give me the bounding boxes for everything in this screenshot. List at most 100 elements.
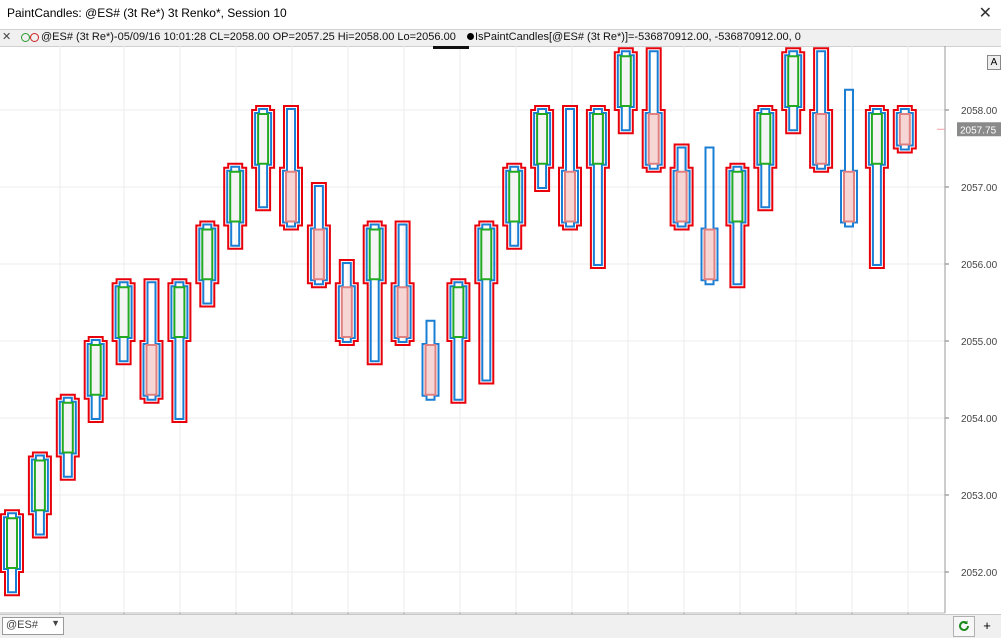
paint-outline-red <box>390 220 415 346</box>
chevron-down-icon: ▼ <box>51 618 60 628</box>
paint-outline-red <box>641 47 666 173</box>
paint-outline-red <box>502 162 527 250</box>
candle-body <box>452 286 465 338</box>
candle-body <box>675 170 688 223</box>
candle-body <box>312 228 325 281</box>
paint-outline-red <box>0 509 24 597</box>
paint-outline-red <box>306 182 331 289</box>
toggle-green-circle-icon[interactable] <box>21 33 30 42</box>
renko-brick <box>641 47 666 173</box>
paint-outline-red <box>279 105 303 231</box>
renko-chart[interactable]: 2052.00 2053.00 2054.00 2055.00 2056.00 2057.… <box>0 46 1001 629</box>
paint-outline-red <box>27 451 52 539</box>
candle-body <box>6 517 18 569</box>
refresh-icon <box>959 620 969 631</box>
bottom-toolbar: @ES# ▼ + <box>0 614 1001 638</box>
renko-brick <box>279 105 303 231</box>
close-window-icon[interactable]: ✕ <box>978 5 992 22</box>
paint-outline-red <box>111 278 136 366</box>
candle-body <box>591 113 604 165</box>
indicator-marker-icon <box>467 33 474 40</box>
paint-outline-red <box>753 105 778 212</box>
close-panel-icon[interactable]: ✕ <box>2 31 12 43</box>
renko-brick <box>334 259 359 346</box>
candle-body <box>815 113 828 165</box>
candle-body <box>368 228 381 281</box>
current-price-label: 2057.75 <box>960 125 997 136</box>
candle-body <box>229 170 242 223</box>
renko-brick <box>111 278 136 366</box>
renko-brick <box>362 220 387 366</box>
y-tick-label: 2056.00 <box>961 260 998 271</box>
current-price-tag <box>957 122 1001 137</box>
paint-outline-red <box>558 105 582 231</box>
renko-brick <box>781 47 806 135</box>
toggle-red-circle-icon[interactable] <box>30 33 39 42</box>
candle-body <box>480 228 493 281</box>
paint-outline-red <box>613 47 638 135</box>
candle-body <box>759 113 772 165</box>
chart-area[interactable]: 2052.00 2053.00 2054.00 2055.00 2056.00 2057.… <box>0 46 1001 629</box>
paint-outline-red <box>139 278 164 404</box>
candle-body <box>145 344 158 396</box>
paint-outline-red <box>892 105 917 154</box>
auto-scale-button[interactable]: A <box>987 55 1001 70</box>
candle-body <box>340 286 353 338</box>
paint-outline-red <box>446 278 471 404</box>
renko-brick <box>530 105 555 192</box>
renko-brick <box>167 278 192 423</box>
renko-brick <box>753 105 778 212</box>
paint-outline-red <box>83 336 108 423</box>
candle-body <box>731 170 744 223</box>
renko-brick <box>585 105 610 269</box>
paint-outline-red <box>223 162 248 250</box>
candle-body <box>898 113 911 146</box>
candle-body <box>89 344 102 396</box>
candle-body <box>117 286 130 338</box>
candle-body <box>564 170 576 223</box>
add-button[interactable]: + <box>983 618 991 633</box>
renko-brick <box>669 143 694 231</box>
candle-body <box>870 113 883 165</box>
window-title: PaintCandles: @ES# (3t Re*) 3t Renko*, S… <box>7 6 287 20</box>
candle-body <box>843 170 855 223</box>
paint-outline-red <box>195 220 220 308</box>
paint-outline-red <box>530 105 555 192</box>
y-tick-label: 2057.00 <box>961 183 998 194</box>
paint-outline-red <box>725 162 750 289</box>
indicator-tab-marker <box>433 46 469 49</box>
renko-brick <box>223 162 248 250</box>
candle-body <box>61 401 74 454</box>
y-tick-label: 2055.00 <box>961 337 998 348</box>
paint-outline-red <box>781 47 806 135</box>
candle-body <box>285 170 297 223</box>
renko-brick <box>558 105 582 231</box>
renko-brick <box>474 220 499 385</box>
y-tick-label: 2054.00 <box>961 414 998 425</box>
candle-body <box>424 344 437 396</box>
refresh-button[interactable] <box>953 616 975 637</box>
renko-brick <box>139 278 164 404</box>
paint-outline-red <box>334 259 359 346</box>
renko-brick <box>446 278 471 404</box>
paint-outline-red <box>669 143 694 231</box>
renko-brick <box>306 182 331 289</box>
candle-body <box>173 286 186 338</box>
renko-brick <box>725 162 750 289</box>
renko-brick <box>809 47 834 173</box>
renko-brick <box>251 105 276 212</box>
renko-brick <box>864 105 889 269</box>
paint-outline-red <box>864 105 889 269</box>
candle-body <box>201 228 214 281</box>
indicator-info-text: IsPaintCandles[@ES# (3t Re*)]=-536870912… <box>475 31 801 43</box>
y-tick-label: 2058.00 <box>961 106 998 117</box>
symbol-selector[interactable]: @ES# ▼ <box>2 617 64 635</box>
renko-brick <box>0 509 24 597</box>
candle-body <box>396 286 409 338</box>
paint-outline-red <box>251 105 276 212</box>
renko-brick <box>27 451 52 539</box>
y-tick-label: 2052.00 <box>961 568 998 579</box>
renko-brick <box>892 105 917 154</box>
paint-outline-red <box>362 220 387 366</box>
renko-brick <box>700 146 719 286</box>
